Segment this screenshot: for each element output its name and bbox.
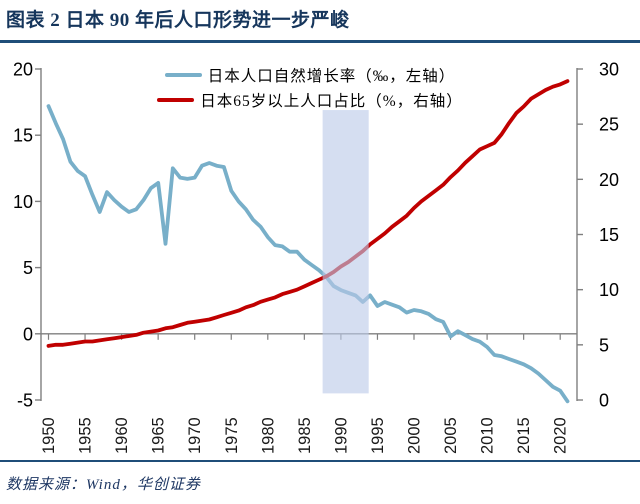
right-axis-label: 15 — [599, 225, 619, 245]
legend-item-elderly-share: 日本65岁以上人口占比（%，右轴） — [157, 88, 462, 112]
x-axis-year-label: 1970 — [186, 417, 204, 454]
legend-label-elderly-share: 日本65岁以上人口占比（%，右轴） — [200, 93, 463, 110]
right-axis-label: 0 — [599, 391, 609, 411]
x-axis-year-label: 2005 — [442, 417, 460, 454]
left-axis-label: 5 — [23, 258, 33, 278]
x-axis-year-label: 1965 — [150, 417, 168, 454]
x-axis-year-label: 2010 — [479, 417, 497, 454]
left-axis-label: 20 — [13, 60, 33, 80]
right-axis-label: 30 — [599, 60, 619, 80]
x-axis-year-label: 1995 — [369, 417, 387, 454]
left-axis-label: 15 — [13, 126, 33, 146]
right-axis-label: 10 — [599, 280, 619, 300]
elderly-share-line — [46, 79, 570, 348]
red-line-swatch — [157, 98, 195, 102]
data-source-note: 数据来源：Wind，华创证券 — [6, 477, 201, 493]
x-axis-year-label: 2000 — [406, 417, 424, 454]
x-axis-year-label: 2020 — [552, 417, 570, 454]
nineties-highlight-band — [322, 110, 369, 394]
x-axis-year-label: 2015 — [515, 417, 533, 454]
right-axis-label: 20 — [599, 170, 619, 190]
x-axis-year-label: 1985 — [296, 417, 314, 454]
right-axis-label: 25 — [599, 115, 619, 135]
x-axis-year-label: 1980 — [259, 417, 277, 454]
x-axis-year-label: 1955 — [77, 417, 95, 454]
left-axis-label: 0 — [23, 324, 33, 344]
natural-growth-rate-line — [46, 104, 570, 404]
x-axis-year-label: 1975 — [223, 417, 241, 454]
x-axis-year-label: 1950 — [40, 417, 58, 454]
right-axis-label: 5 — [599, 335, 609, 355]
left-axis-label: -5 — [17, 391, 33, 411]
legend-label-natural-growth: 日本人口自然增长率（‰，左轴） — [207, 68, 456, 85]
chart-figure-title: 图表 2 日本 90 年后人口形势进一步严峻 — [6, 10, 350, 31]
blue-line-swatch — [164, 73, 202, 77]
chart-legend: 日本人口自然增长率（‰，左轴） 日本65岁以上人口占比（%，右轴） — [10, 63, 610, 112]
legend-item-natural-growth: 日本人口自然增长率（‰，左轴） — [164, 63, 456, 87]
x-axis-year-label: 1990 — [332, 417, 350, 454]
x-axis-year-label: 1960 — [113, 417, 131, 454]
title-separator-line — [0, 40, 640, 43]
footer-separator-line — [0, 460, 640, 462]
left-axis-label: 10 — [13, 192, 33, 212]
